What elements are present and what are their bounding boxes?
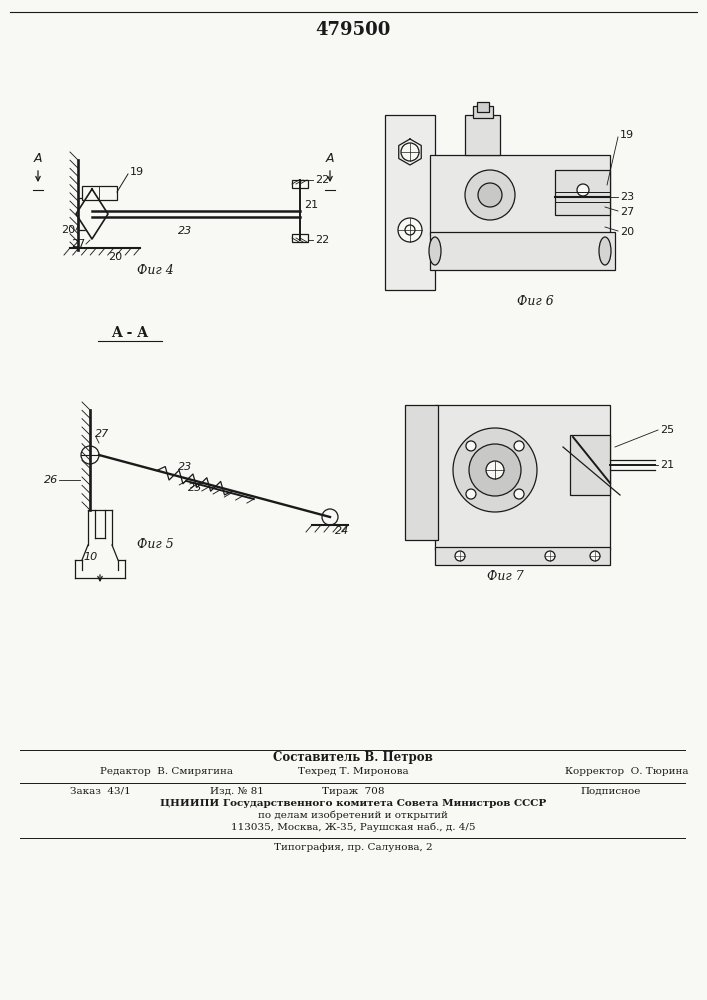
Text: 27: 27	[620, 207, 634, 217]
Bar	[435, 547, 610, 565]
Text: A: A	[34, 152, 42, 165]
Text: 20: 20	[620, 227, 634, 237]
Text: 113035, Москва, Ж-35, Раушская наб., д. 4/5: 113035, Москва, Ж-35, Раушская наб., д. …	[230, 822, 475, 832]
Text: 23: 23	[620, 192, 634, 202]
Bar	[555, 170, 610, 215]
Text: Корректор  О. Тюрина: Корректор О. Тюрина	[565, 766, 689, 776]
Text: Изд. № 81: Изд. № 81	[210, 786, 264, 796]
Ellipse shape	[429, 237, 441, 265]
Text: Фиг 5: Фиг 5	[136, 538, 173, 551]
Circle shape	[322, 509, 338, 525]
Text: A - A: A - A	[112, 326, 148, 340]
Ellipse shape	[599, 237, 611, 265]
Text: 25: 25	[660, 425, 674, 435]
Text: 23: 23	[178, 462, 192, 472]
Bar	[292, 180, 308, 188]
Bar	[430, 155, 610, 235]
Bar	[570, 435, 610, 495]
Text: Фиг 6: Фиг 6	[517, 295, 554, 308]
Circle shape	[466, 441, 476, 451]
Circle shape	[466, 489, 476, 499]
Bar	[465, 115, 500, 155]
Bar	[82, 186, 117, 200]
Circle shape	[405, 225, 415, 235]
Text: Тираж  708: Тираж 708	[322, 786, 384, 796]
Circle shape	[401, 143, 419, 161]
Polygon shape	[76, 189, 108, 239]
Text: 22: 22	[315, 175, 329, 185]
Text: 19: 19	[130, 167, 144, 177]
Text: ЦНИИПИ Государственного комитета Совета Министров СССР: ЦНИИПИ Государственного комитета Совета …	[160, 798, 546, 808]
Bar	[473, 106, 493, 118]
Bar	[78, 198, 92, 230]
Text: по делам изобретений и открытий: по делам изобретений и открытий	[258, 810, 448, 820]
Circle shape	[455, 551, 465, 561]
Circle shape	[453, 428, 537, 512]
Bar	[477, 102, 489, 112]
Text: Заказ  43/1: Заказ 43/1	[70, 786, 131, 796]
Bar	[405, 405, 438, 540]
Circle shape	[514, 489, 524, 499]
Text: 22: 22	[315, 235, 329, 245]
Circle shape	[514, 441, 524, 451]
Text: 25: 25	[188, 483, 202, 493]
Text: Редактор  В. Смирягина: Редактор В. Смирягина	[100, 766, 233, 776]
Circle shape	[398, 218, 422, 242]
Bar	[435, 405, 610, 550]
Bar	[430, 232, 615, 270]
Text: Фиг 7: Фиг 7	[486, 570, 523, 583]
Text: Составитель В. Петров: Составитель В. Петров	[273, 750, 433, 764]
Circle shape	[465, 170, 515, 220]
Text: 23: 23	[178, 226, 192, 236]
Text: Подписное: Подписное	[580, 786, 641, 796]
Text: Техред Т. Миронова: Техред Т. Миронова	[298, 766, 409, 776]
Text: 24: 24	[335, 526, 349, 536]
Circle shape	[590, 551, 600, 561]
Text: 20: 20	[61, 225, 75, 235]
Text: 27: 27	[71, 239, 85, 249]
Text: 27: 27	[95, 429, 110, 439]
Text: A: A	[326, 152, 334, 165]
Circle shape	[478, 183, 502, 207]
Bar	[292, 234, 308, 242]
Text: 21: 21	[660, 460, 674, 470]
Circle shape	[81, 446, 99, 464]
Circle shape	[486, 461, 504, 479]
Circle shape	[545, 551, 555, 561]
Bar	[385, 115, 435, 290]
Text: Фиг 4: Фиг 4	[136, 264, 173, 277]
Text: 479500: 479500	[315, 21, 391, 39]
Text: 10: 10	[83, 552, 98, 562]
Text: 20: 20	[108, 252, 122, 262]
Text: 21: 21	[304, 200, 318, 210]
Circle shape	[469, 444, 521, 496]
Text: Типография, пр. Салунова, 2: Типография, пр. Салунова, 2	[274, 844, 432, 852]
Circle shape	[577, 184, 589, 196]
Text: 19: 19	[620, 130, 634, 140]
Text: 26: 26	[44, 475, 58, 485]
